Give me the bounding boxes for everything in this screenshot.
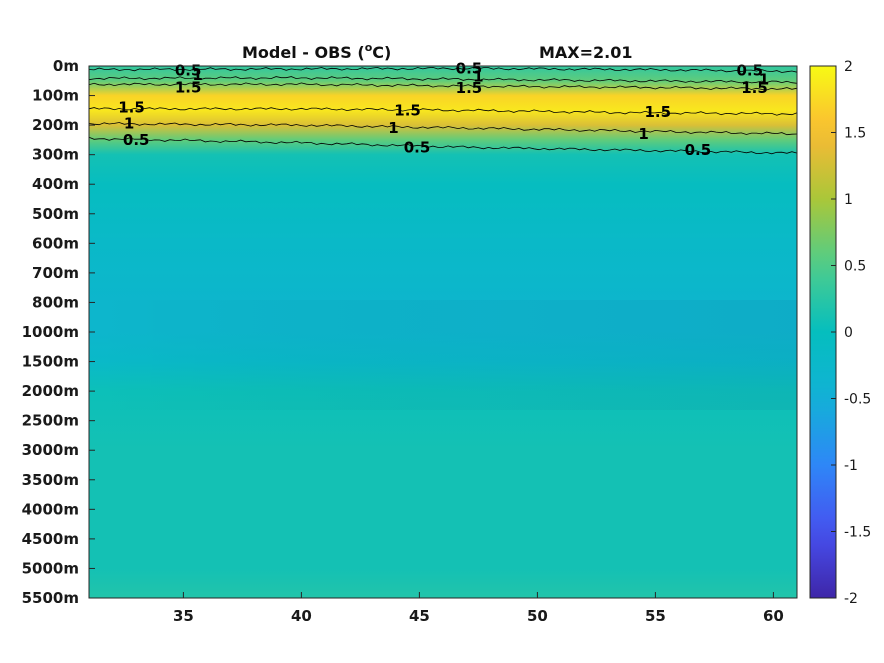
y-tick-label: 4500m <box>22 530 79 548</box>
contour-line <box>88 122 798 136</box>
x-tick-label: 55 <box>645 607 666 625</box>
contour-label: 0.5 <box>123 131 150 149</box>
contour-label: 1.5 <box>456 79 483 97</box>
contour-label: 1.5 <box>644 103 671 121</box>
x-tick-label: 35 <box>173 607 194 625</box>
contour-label: 1 <box>124 115 134 133</box>
contour-label: 1 <box>388 119 398 137</box>
contour-label: 1.5 <box>175 78 202 96</box>
contour-label: 1.5 <box>394 101 421 119</box>
contour-label: 1 <box>473 67 483 85</box>
colorbar-tick-label: 1.5 <box>844 126 866 142</box>
plot-area: 0.511.51.510.50.511.51.510.50.511.51.510… <box>88 59 798 599</box>
y-tick-label: 4000m <box>22 500 79 518</box>
colorbar-ticks: 2 1.5 1 0.5 0 -0.5 -1 -1.5 -2 <box>831 59 871 607</box>
contour-line <box>88 66 798 73</box>
colorbar-tick-label: 0 <box>844 325 853 341</box>
y-tick-label: 1500m <box>22 353 79 371</box>
x-tick-label: 40 <box>291 607 312 625</box>
y-axis: 0m 100m 200m 300m 400m 500m 600m 700m 800m 1000m 1… <box>22 57 95 607</box>
contour-line <box>88 76 798 84</box>
contour-label: 1 <box>759 70 769 88</box>
max-annotation: MAX=2.01 <box>539 43 633 62</box>
y-tick-label: 400m <box>32 175 79 193</box>
y-tick-label: 0m <box>53 57 79 75</box>
x-tick-label: 50 <box>527 607 548 625</box>
y-tick-label: 100m <box>32 87 79 105</box>
contour-label: 1.5 <box>118 98 145 116</box>
y-tick-label: 3000m <box>22 441 79 459</box>
contour-lines <box>88 66 798 155</box>
heatmap-lateral-shading <box>89 300 797 410</box>
contour-line <box>88 107 798 116</box>
y-tick-label: 5000m <box>22 559 79 577</box>
colorbar-tick-label: -2 <box>844 591 858 607</box>
contour-line <box>88 82 798 91</box>
contour-label: 0.5 <box>404 138 431 156</box>
y-tick-label: 5500m <box>22 589 79 607</box>
contour-label: 1.5 <box>741 79 768 97</box>
contour-label: 0.5 <box>456 59 483 77</box>
colorbar-tick-label: 2 <box>844 59 853 75</box>
y-tick-label: 2500m <box>22 412 79 430</box>
x-tick-label: 45 <box>409 607 430 625</box>
y-tick-label: 300m <box>32 146 79 164</box>
colorbar-tick-label: -1 <box>844 458 858 474</box>
y-tick-label: 600m <box>32 234 79 252</box>
y-tick-label: 2000m <box>22 382 79 400</box>
colorbar-tick-label: 1 <box>844 192 853 208</box>
y-tick-label: 3500m <box>22 471 79 489</box>
contour-line <box>88 136 798 155</box>
contour-label: 1 <box>192 66 202 84</box>
contour-label: 0.5 <box>685 141 712 159</box>
colorbar-tick-label: -1.5 <box>844 525 871 541</box>
colorbar-tick-label: 0.5 <box>844 259 866 275</box>
colorbar-tick-label: -0.5 <box>844 392 871 408</box>
x-tick-label: 60 <box>763 607 784 625</box>
contour-label: 1 <box>638 125 648 143</box>
y-tick-label: 500m <box>32 205 79 223</box>
y-tick-label: 700m <box>32 264 79 282</box>
y-tick-label: 200m <box>32 116 79 134</box>
chart-title: Model - OBS (oC) <box>242 41 391 62</box>
colorbar: 2 1.5 1 0.5 0 -0.5 -1 -1.5 -2 <box>809 59 871 607</box>
y-tick-label: 1000m <box>22 323 79 341</box>
y-tick-label: 800m <box>32 293 79 311</box>
x-axis: 35 40 45 50 55 60 <box>173 592 784 625</box>
